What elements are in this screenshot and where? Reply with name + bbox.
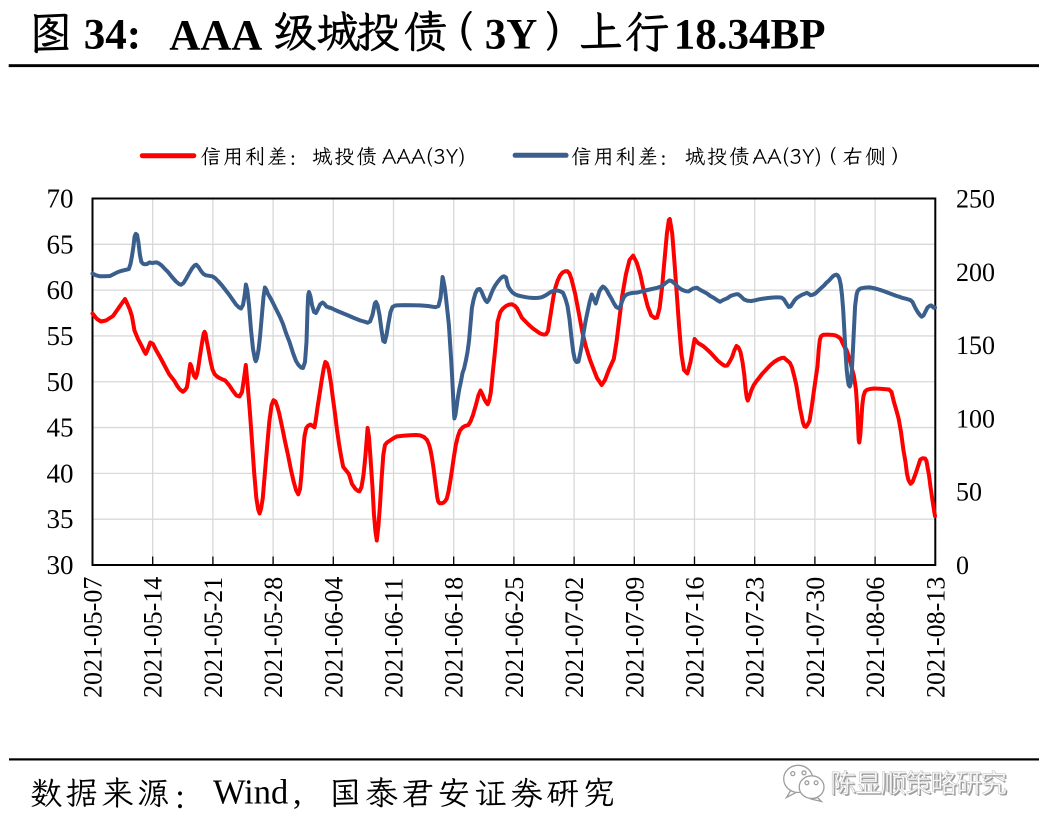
svg-text:2021-08-13: 2021-08-13 [921,577,950,698]
svg-text::: : [290,146,296,170]
svg-text:2021-06-25: 2021-06-25 [500,577,529,698]
svg-text:200: 200 [956,258,995,287]
svg-text:3Y: 3Y [485,11,538,58]
svg-text:2021-06-04: 2021-06-04 [319,577,348,698]
svg-text:2021-05-28: 2021-05-28 [259,577,288,698]
svg-text:2021-05-07: 2021-05-07 [79,577,108,698]
svg-text::: : [661,146,667,170]
svg-text:60: 60 [47,275,74,305]
svg-text:2021-06-11: 2021-06-11 [380,578,409,698]
svg-text:2021-08-06: 2021-08-06 [861,577,890,698]
svg-text:2021-07-16: 2021-07-16 [681,577,710,698]
svg-text:,: , [293,774,302,812]
svg-text:2021-07-02: 2021-07-02 [560,577,589,698]
svg-text:65: 65 [47,229,74,259]
svg-text:40: 40 [47,458,74,488]
svg-text::: : [175,778,185,816]
svg-text:55: 55 [47,321,74,351]
svg-text:2021-05-21: 2021-05-21 [199,577,228,698]
svg-text:50: 50 [47,367,74,397]
svg-text:35: 35 [47,504,74,534]
svg-text:2021-07-09: 2021-07-09 [620,577,649,698]
svg-text:50: 50 [956,478,982,507]
svg-text:18.34BP: 18.34BP [674,11,826,58]
svg-text:2021-07-30: 2021-07-30 [801,577,830,698]
svg-text:2021-06-18: 2021-06-18 [440,577,469,698]
svg-text:34:: 34: [84,11,141,58]
svg-text:2021-05-14: 2021-05-14 [139,577,168,698]
svg-text:30: 30 [47,550,74,580]
svg-text:100: 100 [956,404,995,433]
svg-text:250: 250 [956,185,995,214]
svg-text:AAA: AAA [169,12,262,59]
svg-text:0: 0 [956,551,969,580]
svg-text:45: 45 [47,413,74,443]
svg-text:Wind: Wind [213,774,288,812]
svg-text:70: 70 [47,184,74,214]
svg-text:2021-07-23: 2021-07-23 [741,577,770,698]
svg-text:150: 150 [956,331,995,360]
